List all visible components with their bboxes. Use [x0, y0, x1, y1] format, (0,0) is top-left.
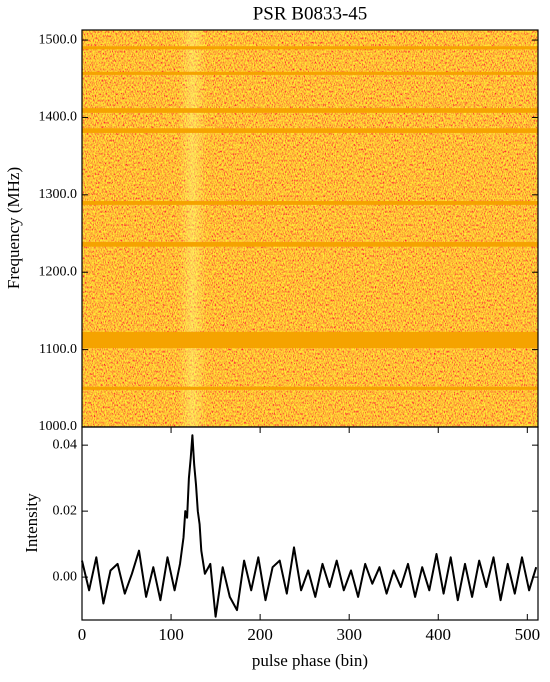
- masked-band: [82, 46, 538, 50]
- y-tick-label: 0.04: [53, 437, 78, 452]
- y-tick-label: 0.02: [53, 503, 78, 518]
- panel-frame: [81, 426, 539, 621]
- y-tick-label: 1500.0: [39, 32, 78, 47]
- x-tick-label: 500: [515, 625, 541, 644]
- heatmap-noise: [82, 30, 538, 427]
- x-axis-label: pulse phase (bin): [252, 651, 368, 670]
- y-tick-label: 1200.0: [39, 264, 78, 279]
- masked-band: [82, 386, 538, 390]
- profile-line: [81, 434, 538, 618]
- y-tick-label: 1300.0: [39, 187, 78, 202]
- masked-band: [82, 71, 538, 75]
- x-tick-label: 100: [158, 625, 184, 644]
- masked-band: [82, 201, 538, 205]
- masked-band: [82, 108, 538, 113]
- y-axis-label: Intensity: [22, 493, 41, 553]
- masked-band: [82, 242, 538, 247]
- masked-band: [82, 331, 538, 349]
- x-tick-label: 300: [336, 625, 362, 644]
- y-axis-label: Frequency (MHz): [4, 167, 23, 289]
- y-tick-label: 0.00: [53, 569, 78, 584]
- y-tick-label: 1000.0: [39, 419, 78, 434]
- y-tick-label: 1400.0: [39, 110, 78, 125]
- x-tick-label: 200: [247, 625, 273, 644]
- pulse-stripe: [178, 30, 207, 427]
- x-tick-label: 400: [426, 625, 452, 644]
- x-tick-label: 0: [78, 625, 87, 644]
- chart-title: PSR B0833-45: [253, 3, 368, 24]
- y-tick-label: 1100.0: [39, 342, 77, 357]
- masked-band: [82, 128, 538, 133]
